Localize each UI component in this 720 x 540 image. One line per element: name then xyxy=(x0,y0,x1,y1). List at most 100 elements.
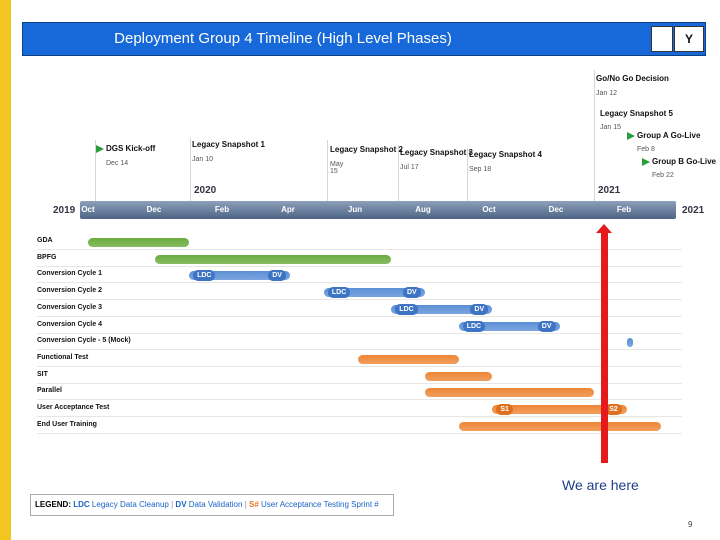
phase-bar xyxy=(492,405,628,414)
legend-title: LEGEND: xyxy=(35,500,71,509)
milestone-date: Feb 22 xyxy=(652,172,674,179)
phase-tag: DV xyxy=(537,320,556,332)
axis-month-label: Oct xyxy=(81,205,95,214)
flag-icon xyxy=(96,145,104,153)
phase-bar xyxy=(323,288,425,298)
phase-tag: LDC xyxy=(193,270,216,282)
milestone-label: Legacy Snapshot 2 xyxy=(330,145,403,154)
milestone-label: Legacy Snapshot 3 xyxy=(400,148,473,157)
milestone-label: Legacy Snapshot 5 xyxy=(600,109,673,118)
phase-tag: DV xyxy=(403,287,421,299)
status-box-blank xyxy=(651,26,673,52)
axis-month-label: Oct xyxy=(482,205,496,214)
phase-bar xyxy=(627,338,634,348)
row-label: GDA xyxy=(37,237,53,244)
row-divider xyxy=(37,249,682,250)
milestone-date: May 15 xyxy=(330,161,344,175)
year-marker-2020: 2020 xyxy=(194,185,217,196)
axis-month-label: Feb xyxy=(616,205,632,214)
axis-end-year: 2021 xyxy=(682,205,705,216)
row-label: Conversion Cycle 4 xyxy=(37,320,102,328)
row-divider xyxy=(37,416,682,417)
milestone-label: Go/No Go Decision xyxy=(596,74,669,83)
flag-icon xyxy=(642,158,650,166)
phase-bar xyxy=(189,271,291,281)
axis-month-label: Jun xyxy=(347,205,363,214)
row-label: End User Training xyxy=(37,420,97,428)
milestone-label: Legacy Snapshot 1 xyxy=(192,140,265,149)
row-label: Conversion Cycle 3 xyxy=(37,303,102,311)
arrow-up-icon xyxy=(596,224,612,233)
milestone-date: Jan 12 xyxy=(596,90,618,97)
axis-month-label: Dec xyxy=(146,205,162,214)
milestone-date: Dec 14 xyxy=(106,160,129,167)
milestone-date: Jul 17 xyxy=(400,164,419,171)
milestone-guide-line xyxy=(95,140,96,202)
milestone-guide-line xyxy=(467,148,468,202)
axis-month-label: Dec xyxy=(548,205,564,214)
row-divider xyxy=(37,282,682,284)
legend-code: S# xyxy=(249,500,259,509)
row-divider xyxy=(37,365,682,367)
phase-tag: S1 xyxy=(496,404,513,415)
milestone-guide-line xyxy=(398,145,399,202)
milestone-guide-line xyxy=(190,138,191,202)
row-divider xyxy=(37,332,682,334)
row-divider xyxy=(37,349,682,351)
row-divider xyxy=(37,382,682,384)
phase-bar xyxy=(458,321,560,331)
row-label: Conversion Cycle - 5 (Mock) xyxy=(37,337,131,345)
phase-bar xyxy=(357,354,459,364)
phase-bar xyxy=(425,371,493,381)
phase-bar xyxy=(88,238,190,247)
row-label: Parallel xyxy=(37,387,62,395)
status-indicator: Y xyxy=(674,26,704,52)
legend-code: DV xyxy=(175,500,187,509)
row-label: BPFG xyxy=(37,253,57,261)
phase-tag: DV xyxy=(268,270,286,282)
milestone-date: Sep 18 xyxy=(469,166,492,173)
milestone-date: Feb 8 xyxy=(637,146,655,153)
milestone-label: DGS Kick-off xyxy=(106,144,156,153)
row-label: User Acceptance Test xyxy=(37,404,110,411)
timeline-axis: Oct Dec Feb Apr Jun Aug Oct Dec Feb xyxy=(80,201,676,219)
side-stripe xyxy=(0,0,11,540)
row-label: Functional Test xyxy=(37,353,89,361)
axis-month-label: Apr xyxy=(281,205,295,214)
phase-tag: LDC xyxy=(327,287,351,299)
axis-month-label: Feb xyxy=(214,205,230,214)
row-label: Conversion Cycle 1 xyxy=(37,270,102,278)
page-title: Deployment Group 4 Timeline (High Level … xyxy=(114,30,452,47)
row-label: Conversion Cycle 2 xyxy=(37,287,102,295)
milestone-guide-line xyxy=(594,70,595,202)
milestone-label: Group B Go-Live xyxy=(652,157,716,166)
row-divider xyxy=(37,299,682,301)
phase-bar xyxy=(391,304,493,314)
phase-bar xyxy=(425,388,594,398)
year-marker-2021: 2021 xyxy=(598,185,621,196)
page-number: 9 xyxy=(688,520,693,529)
phase-tag: DV xyxy=(470,303,489,315)
phase-bar xyxy=(458,421,661,431)
current-position-marker xyxy=(601,231,608,463)
row-label: SIT xyxy=(37,370,48,378)
legend-text: User Acceptance Testing Sprint # xyxy=(261,500,379,509)
legend-text: Data Validation xyxy=(188,500,243,509)
row-divider xyxy=(37,265,682,267)
legend-text: Legacy Data Cleanup xyxy=(91,500,169,509)
axis-start-year: 2019 xyxy=(53,205,76,216)
legend: LEGEND: LDC Legacy Data Cleanup | DV Dat… xyxy=(30,494,394,516)
legend-code: LDC xyxy=(73,500,90,509)
phase-tag: LDC xyxy=(395,303,418,315)
milestone-guide-line xyxy=(327,140,328,202)
row-divider xyxy=(37,432,682,434)
axis-month-label: Aug xyxy=(415,205,431,214)
milestone-label: Group A Go-Live xyxy=(637,131,701,140)
row-divider xyxy=(37,399,682,401)
title-banner: Deployment Group 4 Timeline (High Level … xyxy=(22,22,706,56)
phase-tag: LDC xyxy=(462,320,486,332)
phase-bar xyxy=(155,254,392,264)
current-position-label: We are here xyxy=(562,477,639,493)
phase-tag: S2 xyxy=(605,404,622,415)
milestone-label: Legacy Snapshot 4 xyxy=(469,150,542,159)
